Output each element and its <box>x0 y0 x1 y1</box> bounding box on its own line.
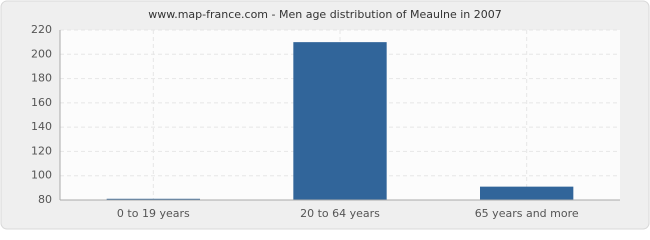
y-tick-label: 100 <box>31 169 52 182</box>
x-tick-label: 65 years and more <box>475 207 579 220</box>
y-tick-label: 200 <box>31 47 52 60</box>
y-tick-label: 220 <box>31 23 52 36</box>
bar <box>293 42 387 201</box>
bar <box>480 186 574 200</box>
y-tick-label: 120 <box>31 144 52 157</box>
y-tick-label: 160 <box>31 96 52 109</box>
y-tick-label: 140 <box>31 120 52 133</box>
bar <box>106 198 200 200</box>
x-tick-label: 0 to 19 years <box>117 207 190 220</box>
chart: www.map-france.com - Men age distributio… <box>0 0 650 230</box>
y-tick-label: 180 <box>31 72 52 85</box>
chart-title: www.map-france.com - Men age distributio… <box>148 8 502 21</box>
x-tick-label: 20 to 64 years <box>300 207 380 220</box>
y-tick-label: 80 <box>38 193 52 206</box>
